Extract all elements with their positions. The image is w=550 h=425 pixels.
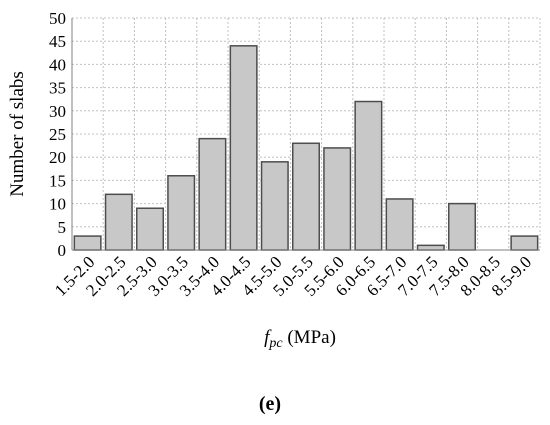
bar-7.5-8.0 xyxy=(447,202,477,251)
bar-6.0-6.5 xyxy=(354,100,383,251)
x-axis-title: fpc (MPa) xyxy=(264,327,336,351)
bar-4.0-4.5 xyxy=(229,45,258,251)
y-tick-label: 0 xyxy=(58,241,67,260)
axes xyxy=(71,18,540,251)
bar-3.0-3.5 xyxy=(167,175,196,251)
x-axis-title-subscript: pc xyxy=(268,336,283,351)
y-tick-label: 25 xyxy=(49,125,66,144)
y-tick-label: 5 xyxy=(58,218,67,237)
y-tick-label: 20 xyxy=(49,148,66,167)
bar-1.5-2.0 xyxy=(73,235,102,251)
bar-2.0-2.5 xyxy=(104,193,133,251)
bar-5.0-5.5 xyxy=(291,142,321,251)
bar-2.5-3.0 xyxy=(135,207,165,251)
y-axis-title: Number of slabs xyxy=(7,71,28,197)
panel-label: (e) xyxy=(259,393,281,415)
y-tick-label: 45 xyxy=(49,32,66,51)
bar-8.5-9.0 xyxy=(510,235,539,251)
y-tick-label: 35 xyxy=(49,79,66,98)
y-tick-label: 40 xyxy=(49,55,66,74)
bar-6.5-7.0 xyxy=(385,198,414,251)
bar-7.0-7.5 xyxy=(416,244,445,251)
bar-3.5-4.0 xyxy=(198,137,227,251)
y-tick-label: 50 xyxy=(49,9,66,28)
y-tick-label: 15 xyxy=(49,171,66,190)
y-tick-label: 30 xyxy=(49,102,66,121)
y-tick-label: 10 xyxy=(49,195,66,214)
bar-4.5-5.0 xyxy=(260,161,289,251)
x-axis-title-unit: (MPa) xyxy=(283,327,336,348)
x-tick-labels: 1.5-2.02.0-2.52.5-3.03.0-3.53.5-4.04.0-4… xyxy=(51,252,535,299)
x-axis-title-symbol: f xyxy=(264,327,272,348)
bars xyxy=(73,45,539,251)
bar-5.5-6.0 xyxy=(323,147,352,251)
y-tick-labels: 0 5 10 15 20 25 30 35 40 45 50 xyxy=(49,9,66,260)
grid-lines xyxy=(72,17,541,250)
